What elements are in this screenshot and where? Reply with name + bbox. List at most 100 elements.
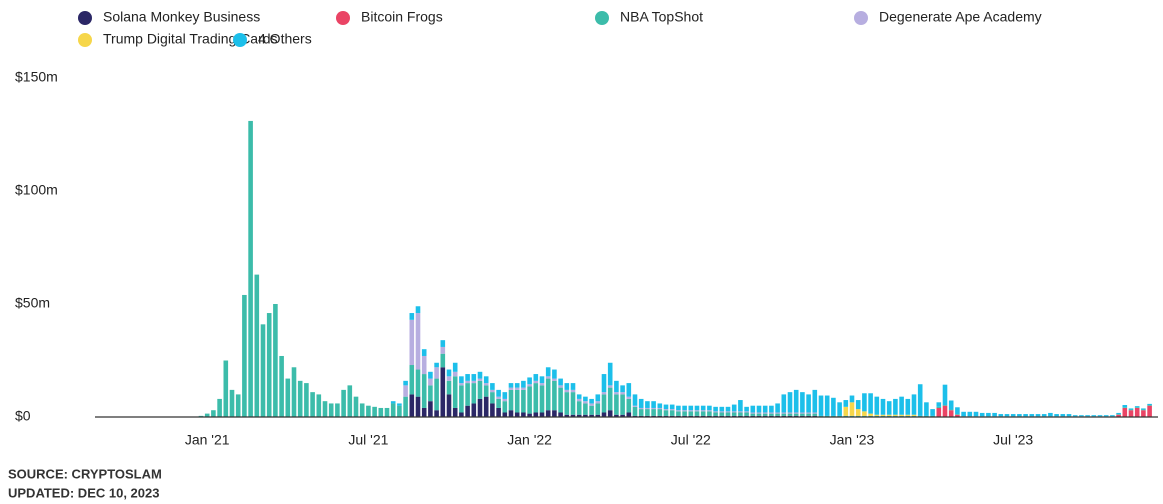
bar-segment xyxy=(533,380,539,384)
bar-segment xyxy=(800,413,805,416)
updated: UPDATED: DEC 10, 2023 xyxy=(8,485,159,500)
bar-segment xyxy=(514,387,520,390)
bar-segment xyxy=(304,383,309,417)
bar-segment xyxy=(483,383,489,386)
legend-label: NBA TopShot xyxy=(620,9,703,25)
bar-segment xyxy=(614,380,619,393)
bar-segment xyxy=(824,395,830,416)
bar-segment xyxy=(806,413,811,416)
bar-segment xyxy=(552,378,557,381)
bar-segment xyxy=(508,387,514,390)
y-tick-label: $150m xyxy=(15,69,58,85)
bar-segment xyxy=(1141,409,1146,411)
bar-segment xyxy=(663,409,669,411)
bar-segment xyxy=(1116,414,1121,417)
bar-segment xyxy=(452,407,458,417)
bar-segment xyxy=(651,407,656,410)
bar-segment xyxy=(440,346,446,354)
legend-label: Bitcoin Frogs xyxy=(361,9,443,25)
bar-segment xyxy=(490,383,495,390)
bar-segment xyxy=(459,385,464,413)
bar-segment xyxy=(626,396,632,399)
bar-segment xyxy=(942,405,948,417)
bar-segment xyxy=(502,401,508,413)
bar-segment xyxy=(409,365,415,395)
bar-segment xyxy=(626,398,632,413)
bar-segment xyxy=(291,367,297,417)
bar-segment xyxy=(731,411,737,413)
bar-segment xyxy=(508,410,514,417)
bar-segment xyxy=(1134,407,1140,408)
bar-segment xyxy=(496,407,501,417)
bar-segment xyxy=(576,401,582,415)
bar-segment xyxy=(1134,407,1140,417)
bar-segment xyxy=(843,406,849,416)
legend-swatch xyxy=(233,33,247,47)
bar-segment xyxy=(973,411,979,417)
bar-segment xyxy=(806,412,811,414)
bar-segment xyxy=(880,398,886,415)
bar-segment xyxy=(719,411,725,413)
bar-segment xyxy=(787,392,793,413)
bar-segment xyxy=(1010,414,1016,417)
bar-segment xyxy=(955,414,960,417)
bar-segment xyxy=(899,414,904,416)
bar-segment xyxy=(769,405,774,413)
bar-segment xyxy=(477,371,483,379)
bar-segment xyxy=(564,383,570,390)
bar-segment xyxy=(372,406,377,417)
bar-segment xyxy=(223,360,229,417)
bar-segment xyxy=(421,374,427,408)
bar-segment xyxy=(490,392,495,404)
bar-segment xyxy=(874,396,880,415)
bar-segment xyxy=(787,412,793,414)
bar-segment xyxy=(601,394,607,413)
bar-segment xyxy=(700,405,706,411)
bar-segment xyxy=(713,412,718,416)
bar-segment xyxy=(955,407,960,415)
bar-segment xyxy=(266,313,272,417)
bar-segment xyxy=(297,380,303,417)
bar-segment xyxy=(948,409,954,411)
y-tick-label: $0 xyxy=(15,408,31,424)
bar-segment xyxy=(638,398,644,408)
bar-segment xyxy=(1072,415,1078,417)
bar-segment xyxy=(998,414,1004,417)
bar-segment xyxy=(620,392,625,395)
bar-segment xyxy=(688,410,694,412)
x-tick-label: Jan '23 xyxy=(830,432,875,448)
bar-segment xyxy=(899,396,904,415)
bar-segment xyxy=(669,410,675,416)
bar-segment xyxy=(762,412,768,414)
bar-segment xyxy=(775,403,780,413)
bar-segment xyxy=(744,412,749,416)
bar-segment xyxy=(564,392,570,415)
bar-segment xyxy=(676,405,681,411)
bar-segment xyxy=(781,413,787,416)
bar-segment xyxy=(694,405,700,411)
bar-segment xyxy=(496,396,501,399)
bar-segment xyxy=(657,403,663,408)
bar-segment xyxy=(242,294,247,417)
bar-segment xyxy=(428,378,433,386)
bar-segment xyxy=(564,389,570,393)
bar-segment xyxy=(607,385,613,388)
bar-segment xyxy=(1147,405,1152,406)
legend-swatch xyxy=(78,11,92,25)
bar-segment xyxy=(490,389,495,393)
bar-segment xyxy=(700,410,706,412)
bar-segment xyxy=(1134,406,1140,408)
bar-segment xyxy=(756,405,762,413)
bar-segment xyxy=(1017,414,1022,417)
bar-segment xyxy=(595,401,601,404)
bar-segment xyxy=(421,407,427,417)
bar-segment xyxy=(1004,414,1010,417)
bar-segment xyxy=(576,394,582,399)
x-tick-label: Jan '22 xyxy=(507,432,552,448)
bar-segment xyxy=(800,392,805,413)
bar-segment xyxy=(645,409,650,416)
bar-segment xyxy=(1110,415,1115,417)
bar-segment xyxy=(471,374,477,381)
x-tick-label: Jul '21 xyxy=(348,432,388,448)
bar-segment xyxy=(359,403,365,417)
